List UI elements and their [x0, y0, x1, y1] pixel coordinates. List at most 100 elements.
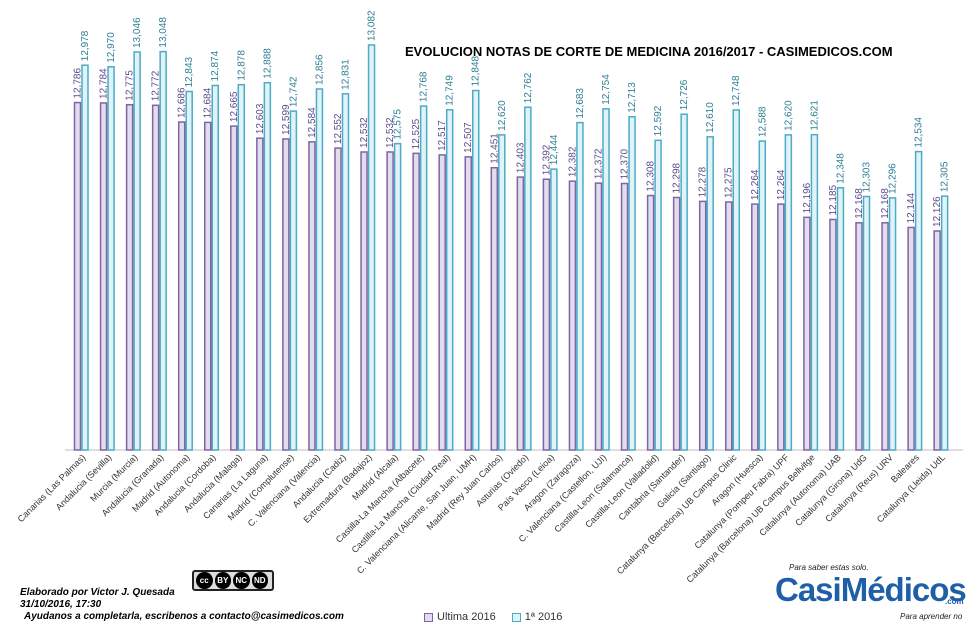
bar-primera-11	[367, 44, 376, 451]
data-label-primera-18: 12,444	[549, 134, 560, 165]
data-label-ultima-13: 12,525	[411, 118, 422, 149]
bar-ultima-9	[308, 141, 316, 451]
bar-primera-8	[289, 110, 298, 451]
bar-ultima-15	[464, 156, 472, 451]
bar-primera-17	[524, 106, 532, 451]
bar-primera-28	[810, 133, 819, 451]
casimedicos-logo[interactable]: Para saber estas solo. CasiMédicos Para …	[775, 563, 970, 628]
bar-primera-19	[576, 121, 584, 451]
bar-primera-13	[419, 105, 428, 451]
cc-by-icon: BY	[214, 572, 231, 589]
bar-ultima-28	[803, 216, 811, 451]
category-label-27: Catalunya (Pompeu Fabra) UPF	[692, 452, 791, 551]
bar-ultima-31	[881, 222, 889, 451]
data-label-primera-13: 12,768	[419, 71, 430, 102]
data-label-ultima-8: 12,599	[281, 104, 292, 135]
chart-legend: Ultima 2016 1ª 2016	[424, 611, 562, 623]
bar-primera-25	[732, 109, 740, 451]
bar-ultima-1	[99, 102, 108, 451]
data-label-ultima-6: 12,665	[229, 91, 240, 122]
bar-ultima-20	[594, 182, 603, 451]
bar-primera-14	[445, 109, 454, 451]
data-label-primera-9: 12,856	[314, 54, 325, 85]
data-label-primera-32: 12,534	[914, 117, 925, 148]
logo-tagline-top: Para saber estas solo.	[789, 563, 869, 572]
data-label-ultima-32: 12,144	[906, 192, 917, 223]
data-label-primera-31: 12,296	[888, 163, 899, 194]
bar-primera-21	[628, 116, 636, 451]
data-label-primera-24: 12,610	[705, 102, 716, 133]
credit-author: Elaborado por Victor J. Quesada	[20, 587, 175, 598]
data-label-ultima-10: 12,552	[333, 113, 344, 144]
bar-ultima-0	[73, 101, 82, 451]
cc-nc-icon: NC	[233, 572, 250, 589]
category-label-12: Madrid (Alcala)	[350, 452, 400, 502]
bar-ultima-26	[751, 203, 759, 451]
data-label-primera-15: 12,848	[471, 55, 482, 86]
cc-license-badge[interactable]: cc BY NC ND	[192, 570, 274, 591]
data-label-primera-16: 12,620	[497, 100, 508, 131]
bar-ultima-29	[829, 218, 837, 451]
data-label-primera-14: 12,749	[445, 75, 456, 106]
bar-primera-30	[862, 195, 871, 451]
data-label-primera-1: 12,970	[106, 32, 117, 63]
data-label-ultima-26: 12,264	[750, 169, 761, 200]
bar-primera-27	[784, 134, 793, 451]
data-label-primera-17: 12,762	[523, 72, 534, 103]
data-label-primera-11: 13,082	[367, 10, 378, 41]
cc-nd-icon: ND	[251, 572, 268, 589]
data-label-ultima-27: 12,264	[776, 169, 787, 200]
bar-primera-15	[472, 89, 480, 451]
bar-ultima-21	[620, 182, 629, 451]
data-label-ultima-3: 12,772	[151, 70, 162, 101]
data-label-primera-21: 12,713	[627, 82, 638, 113]
bar-primera-31	[888, 197, 897, 451]
bar-primera-2	[133, 51, 141, 451]
data-label-primera-29: 12,348	[835, 153, 846, 184]
bar-primera-10	[341, 93, 350, 451]
bar-ultima-12	[386, 151, 394, 451]
bar-ultima-27	[777, 203, 785, 451]
data-label-ultima-15: 12,507	[463, 122, 474, 153]
bar-primera-7	[263, 81, 272, 451]
data-label-ultima-9: 12,584	[307, 107, 318, 138]
data-label-primera-27: 12,620	[783, 100, 794, 131]
data-label-ultima-18: 12,392	[541, 144, 552, 175]
data-label-ultima-4: 12,686	[177, 87, 188, 118]
legend-item-primera: 1ª 2016	[511, 611, 562, 623]
bar-ultima-14	[438, 154, 446, 451]
data-label-primera-19: 12,683	[575, 88, 586, 119]
logo-name: CasiMédicos	[775, 571, 967, 608]
bar-ultima-5	[204, 121, 212, 451]
data-label-primera-23: 12,726	[679, 79, 690, 110]
bar-ultima-32	[907, 226, 915, 451]
data-label-ultima-22: 12,308	[646, 161, 657, 192]
bar-ultima-8	[282, 138, 290, 451]
data-label-ultima-31: 12,168	[880, 188, 891, 219]
data-label-ultima-23: 12,298	[672, 162, 683, 193]
data-label-ultima-17: 12,403	[515, 142, 526, 173]
data-label-primera-5: 12,874	[210, 50, 221, 81]
data-label-ultima-33: 12,126	[932, 196, 943, 227]
data-label-ultima-25: 12,275	[724, 167, 735, 198]
bar-primera-18	[550, 168, 558, 451]
legend-label-ultima: Ultima 2016	[437, 611, 496, 623]
bar-primera-9	[315, 88, 324, 451]
data-label-primera-10: 12,831	[341, 59, 352, 90]
bar-primera-6	[237, 83, 246, 451]
bar-primera-20	[602, 108, 610, 451]
data-label-primera-6: 12,878	[236, 50, 247, 81]
bar-ultima-16	[490, 166, 499, 451]
bar-ultima-11	[360, 151, 368, 451]
data-label-ultima-14: 12,517	[437, 120, 448, 151]
bar-primera-23	[680, 113, 688, 451]
data-label-ultima-16: 12,451	[489, 133, 500, 164]
bar-primera-16	[498, 134, 506, 451]
bar-ultima-23	[672, 196, 681, 451]
data-label-primera-20: 12,754	[601, 74, 612, 105]
bar-primera-33	[940, 195, 949, 451]
bar-ultima-4	[177, 121, 186, 451]
data-label-ultima-30: 12,168	[854, 188, 865, 219]
bar-ultima-7	[256, 137, 264, 451]
bar-ultima-22	[646, 194, 655, 451]
